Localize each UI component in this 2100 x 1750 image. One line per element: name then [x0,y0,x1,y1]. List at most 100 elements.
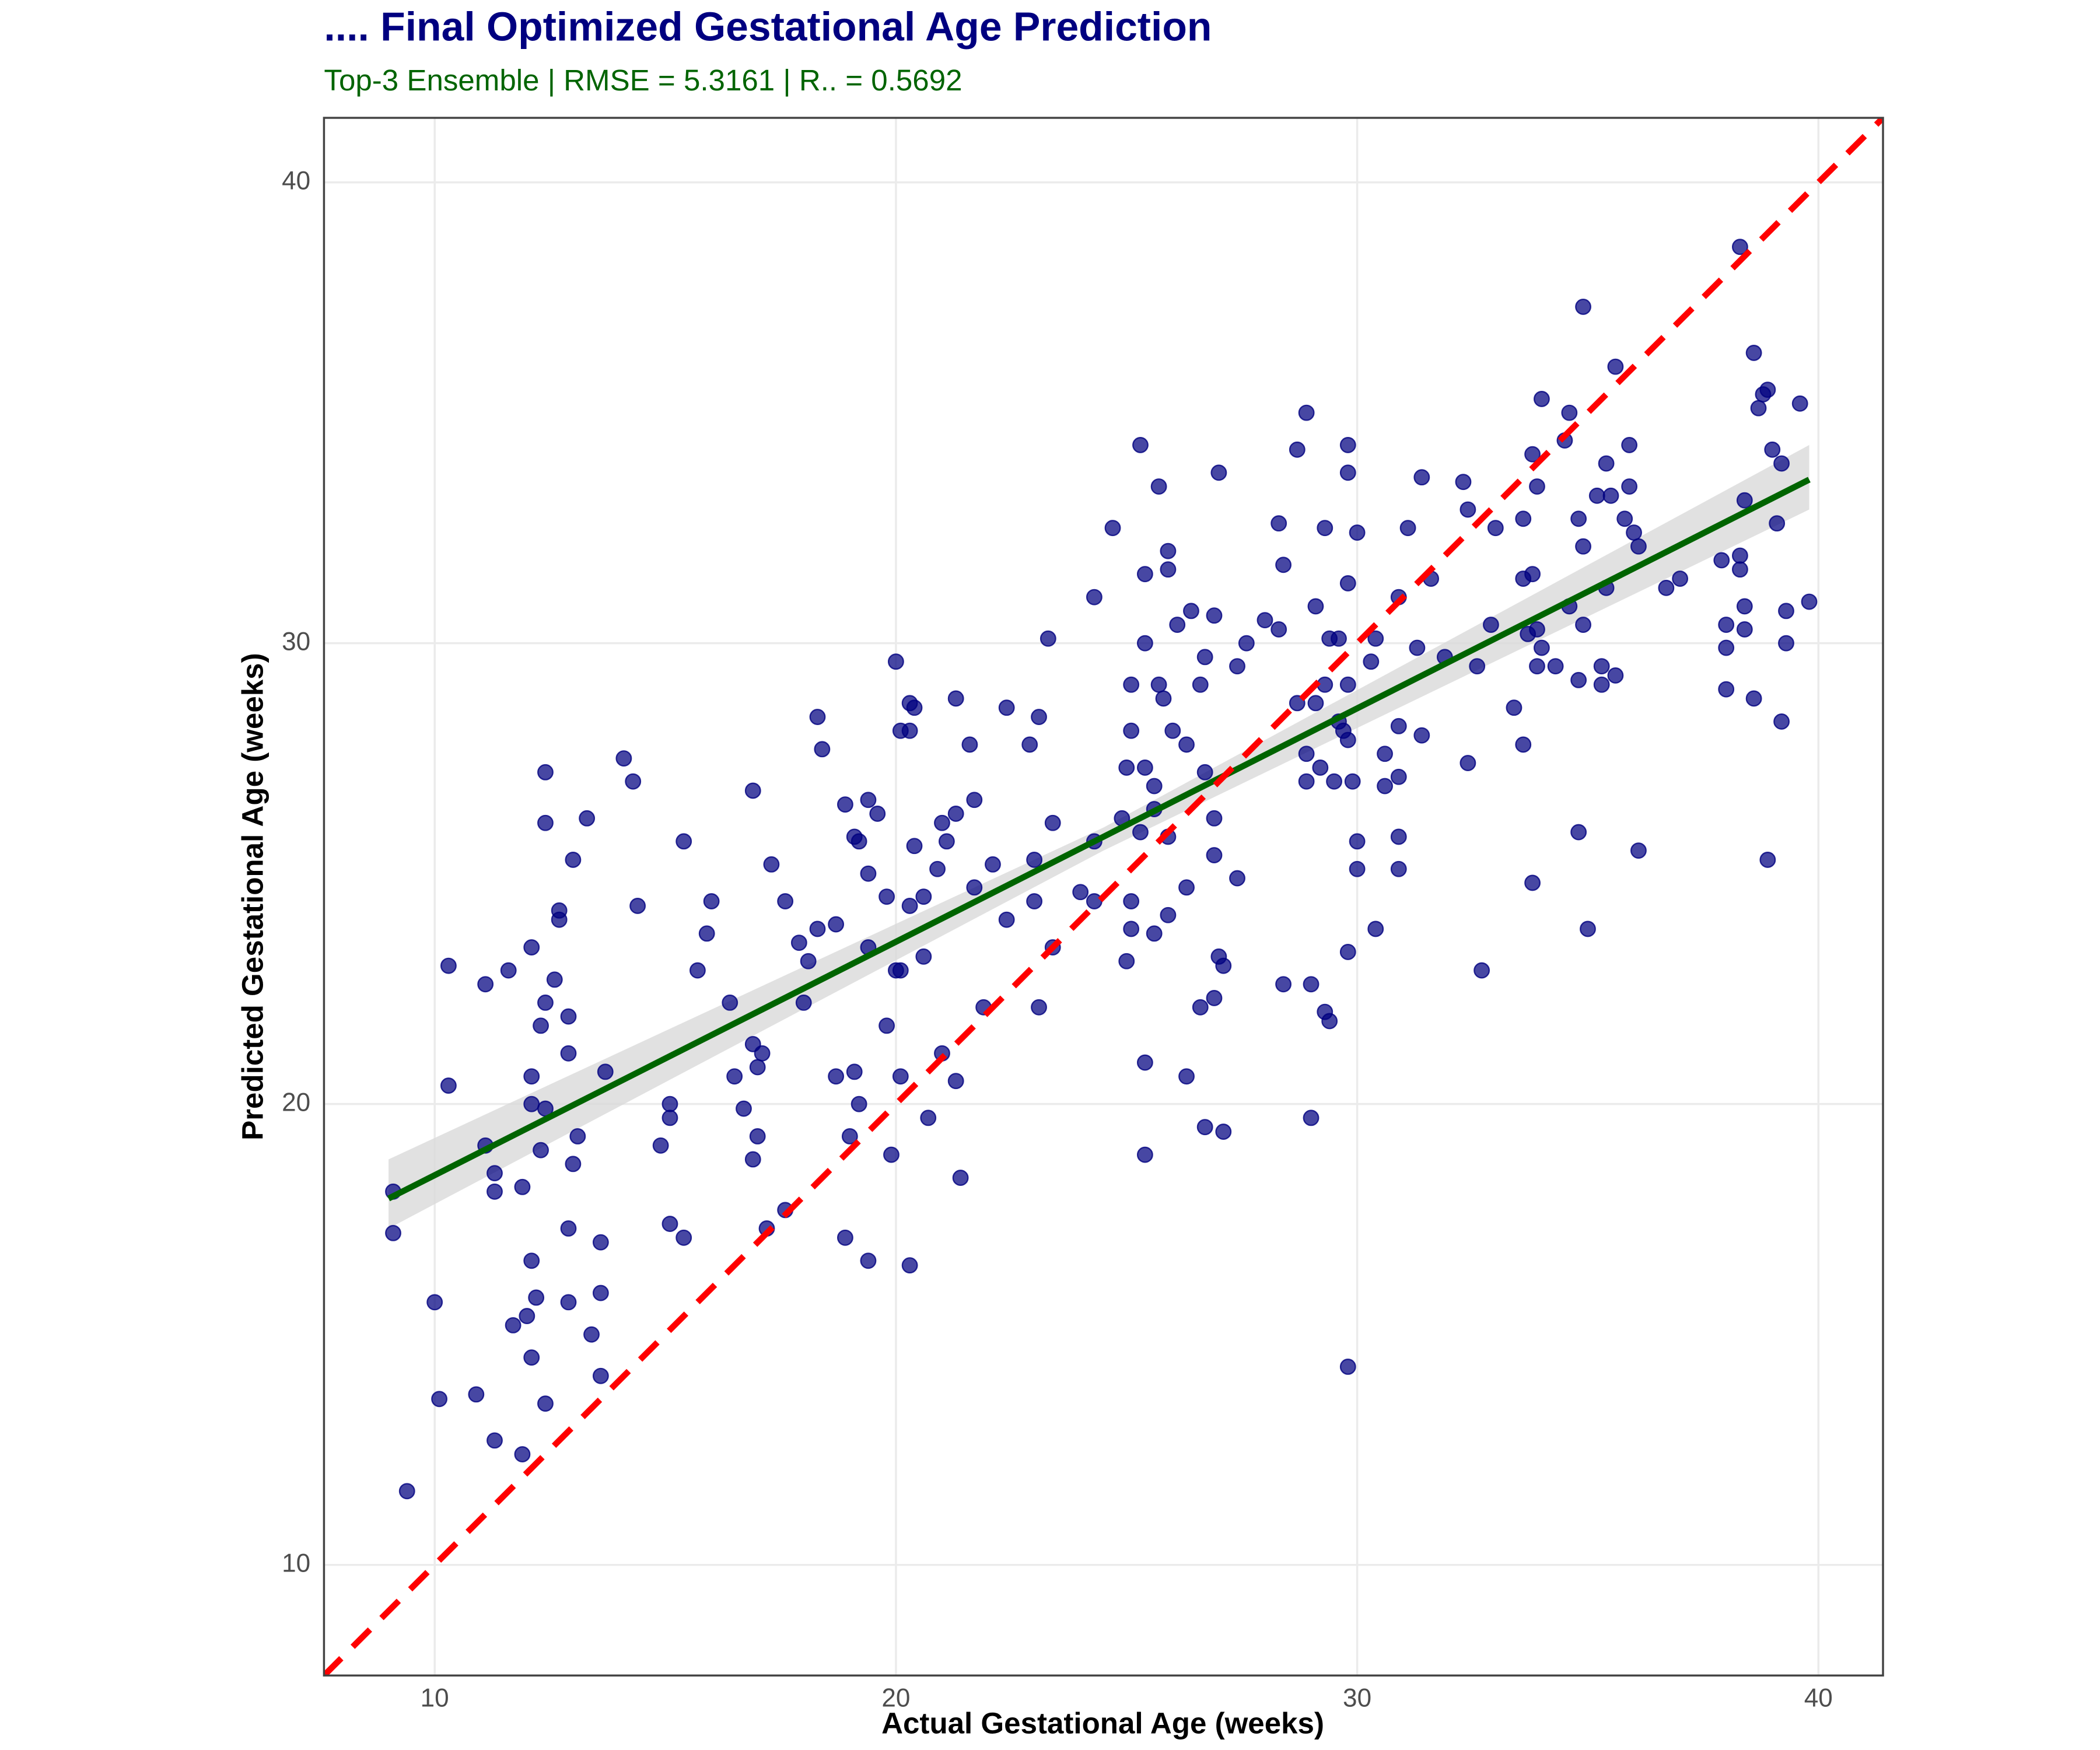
data-point [1658,579,1675,596]
data-point [1339,944,1356,960]
plot-frame [323,117,1884,1677]
data-point [828,1068,845,1085]
data-point [906,838,923,855]
y-tick-label: 10 [282,1549,310,1577]
data-point [1718,617,1735,633]
data-point [1672,570,1689,587]
data-point [1515,736,1532,753]
data-point [1289,695,1306,712]
data-point [1040,630,1056,647]
data-point [652,1137,669,1154]
data-point [1118,760,1135,776]
data-point [1123,676,1140,693]
data-point [814,741,831,758]
data-point [385,1224,401,1241]
data-point [1801,593,1818,610]
data-point [1178,879,1195,896]
data-point [537,1395,554,1412]
regression-line [387,477,1811,1202]
data-point [1150,676,1167,693]
data-point [514,1178,531,1195]
x-tick-label: 30 [1343,1684,1371,1713]
data-point [1413,469,1430,486]
data-point [1506,699,1522,716]
data-point [1413,727,1430,744]
data-point [1196,764,1213,780]
data-point [869,806,886,822]
data-point [1192,999,1209,1016]
data-point [1773,455,1790,472]
data-point [592,1284,609,1301]
data-point [662,1110,678,1126]
data-point [1598,455,1615,472]
data-point [744,782,761,799]
data-point [947,690,964,707]
data-point [1367,921,1384,937]
data-point [440,1077,457,1094]
data-point [1745,690,1762,707]
data-point [1570,510,1587,527]
data-point [523,1096,540,1112]
data-point [934,814,950,831]
data-point [1524,446,1541,463]
data-point [1086,589,1102,606]
data-point [551,911,568,928]
data-point [1602,487,1619,504]
data-point [592,1234,609,1251]
data-point [915,948,932,965]
data-point [560,1294,577,1311]
chart-subtitle: Top-3 Ensemble | RMSE = 5.3161 | R.. = 0… [324,64,962,97]
data-point [1349,524,1366,541]
data-point [1215,1124,1232,1140]
data-point [487,1165,503,1182]
data-point [579,810,596,827]
data-point [722,994,738,1011]
data-point [1773,713,1790,730]
data-point [1196,649,1213,666]
data-point [1607,667,1624,684]
data-point [1561,404,1578,421]
data-point [398,1483,415,1500]
data-point [1339,464,1356,481]
data-point [800,953,817,970]
data-point [1529,658,1545,675]
data-point [961,736,978,753]
data-point [1169,617,1186,633]
data-point [1183,603,1199,620]
data-point [662,1216,678,1233]
data-point [1588,487,1605,504]
data-point [860,792,877,808]
data-point [1616,510,1633,527]
data-point [1524,566,1541,583]
data-point [998,911,1015,928]
data-point [615,750,632,767]
data-point [1229,658,1245,675]
data-point [1275,556,1292,573]
data-point [846,1063,863,1080]
data-point [947,806,964,822]
data-point [1390,860,1407,877]
data-point [901,898,918,914]
data-point [1474,962,1490,979]
data-point [1778,603,1794,620]
data-point [431,1391,448,1408]
data-point [1630,538,1647,555]
data-point [915,888,932,905]
y-tick-label: 40 [282,166,310,195]
data-point [537,764,554,780]
data-point [662,1096,678,1112]
data-point [744,1151,761,1168]
data-point [1529,478,1545,495]
data-point [1575,298,1591,315]
data-point [1367,630,1384,647]
data-point [1021,736,1038,753]
data-point [809,921,826,937]
data-point [1270,515,1287,532]
data-point [966,879,983,896]
data-point [546,971,563,988]
data-point [1731,561,1748,578]
plot-area [324,118,1884,1676]
reference-line [324,118,1884,1676]
y-tick-label: 20 [282,1088,310,1116]
data-point [736,1100,752,1117]
